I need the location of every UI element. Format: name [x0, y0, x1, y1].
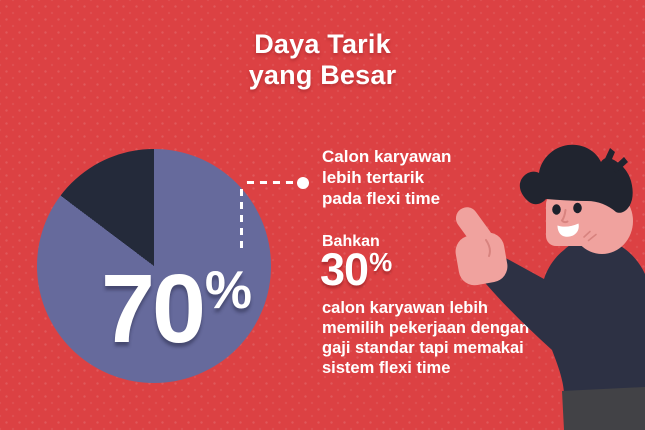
stat-description: calon karyawan lebih memilih pekerjaan d… — [322, 298, 529, 378]
callout-dashed-line-vertical — [240, 189, 243, 253]
neck-lines — [583, 230, 597, 242]
annotation-line: lebih tertarik — [322, 168, 425, 187]
stat-intro: Bahkan — [322, 233, 380, 250]
stat-percentage: 30 % — [320, 244, 393, 295]
stat-description-line: calon karyawan lebih — [322, 299, 488, 317]
hand-crease — [485, 239, 491, 257]
pie-percent-sign: % — [204, 261, 253, 320]
thumbs-up-hand — [455, 207, 508, 286]
right-eye — [573, 202, 582, 214]
hair-spike-icon — [603, 148, 615, 166]
stat-percent-sign: % — [369, 247, 393, 277]
hair-spike-icon — [612, 157, 628, 173]
stat-description-line: memilih pekerjaan dengan — [322, 319, 530, 337]
title-line-2: yang Besar — [248, 60, 397, 90]
nose — [560, 209, 569, 224]
pie-percent-value: 70 — [101, 254, 206, 363]
annotation-line: pada flexi time — [322, 189, 441, 208]
callout-dashed-line-horizontal — [247, 181, 296, 184]
pie-center-label: 70 % — [101, 254, 252, 363]
callout-dot — [297, 177, 309, 189]
man-thumbs-up-illustration — [455, 144, 645, 430]
pie-annotation: Calon karyawan lebih tertarik pada flexi… — [322, 146, 451, 209]
pie-chart: 70 % — [37, 149, 271, 383]
left-eye — [552, 204, 561, 215]
stat-description-line: sistem flexi time — [322, 359, 451, 377]
title-line-1: Daya Tarik — [254, 29, 391, 59]
sweater-body — [481, 242, 645, 430]
mouth — [557, 223, 579, 237]
pants — [562, 387, 645, 430]
page-title: Daya Tarik yang Besar — [0, 29, 645, 91]
stat-percent-value: 30 — [320, 244, 369, 295]
annotation-line: Calon karyawan — [322, 147, 452, 166]
stat-description-line: gaji standar tapi memakai — [322, 339, 524, 357]
